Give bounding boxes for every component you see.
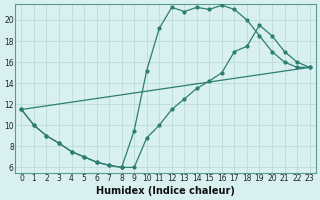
X-axis label: Humidex (Indice chaleur): Humidex (Indice chaleur) [96, 186, 235, 196]
